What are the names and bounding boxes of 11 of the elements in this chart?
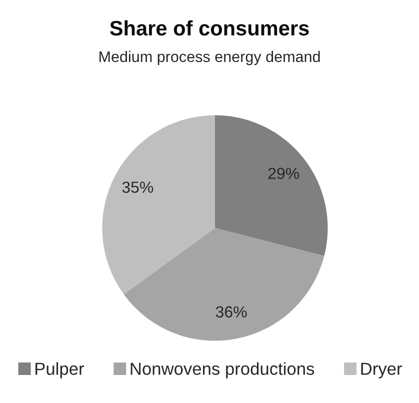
pie-slice	[215, 115, 328, 256]
pie-slice	[124, 228, 324, 341]
chart-subtitle: Medium process energy demand	[100, 50, 320, 66]
data-label: 29%	[268, 168, 300, 180]
data-label: 36%	[216, 306, 247, 318]
pie-slice	[102, 115, 215, 294]
data-label: 35%	[122, 182, 154, 193]
legend-label: Pulper	[36, 362, 84, 378]
legend-label: Dryer	[361, 362, 402, 378]
chart-title: Share of consumers	[110, 20, 309, 36]
legend-label: Nonwovens productions	[130, 362, 314, 378]
